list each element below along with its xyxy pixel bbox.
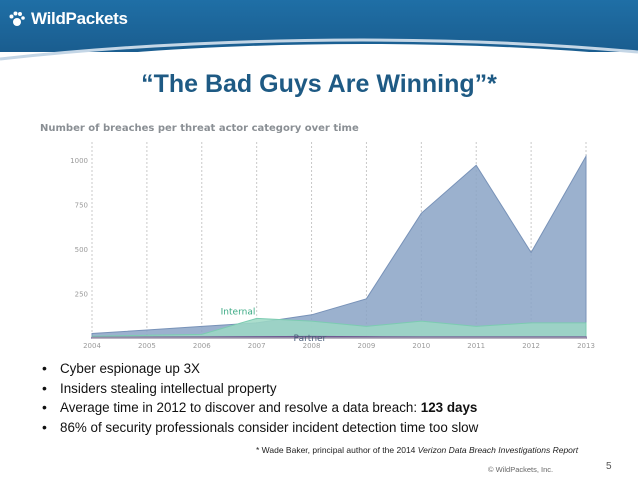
chart-title: Number of breaches per threat actor cate… [40, 123, 359, 134]
paw-logo-icon [9, 11, 25, 26]
bullet-item: Average time in 2012 to discover and res… [40, 398, 600, 418]
series-label-partner: Partner [294, 334, 327, 344]
y-tick-label: 250 [75, 290, 88, 298]
x-tick-label: 2005 [138, 342, 156, 350]
x-tick-label: 2007 [248, 342, 266, 350]
bullet-text: Average time in 2012 to discover and res… [60, 400, 421, 415]
x-tick-label: 2008 [303, 342, 321, 350]
footnote-source: Verizon Data Breach Investigations Repor… [417, 445, 579, 455]
bullet-text: Cyber espionage up 3X [60, 361, 200, 376]
y-tick-label: 750 [75, 201, 88, 209]
slide-title: “The Bad Guys Are Winning”* [141, 70, 497, 98]
logo: WildPackets [8, 8, 128, 30]
header-swoosh [0, 38, 638, 66]
area-chart: Number of breaches per threat actor cate… [40, 123, 595, 350]
x-tick-label: 2012 [522, 342, 540, 350]
x-tick-label: 2010 [412, 342, 430, 350]
series-label-internal: Internal [221, 307, 256, 317]
bullet-list: Cyber espionage up 3X Insiders stealing … [40, 359, 600, 437]
chart: Number of breaches per threat actor cate… [36, 118, 598, 350]
bullet-text: 86% of security professionals consider i… [60, 419, 479, 435]
x-tick-label: 2004 [83, 342, 101, 350]
logo-text: WildPackets [31, 9, 128, 28]
bullet-bold-text: 123 days [420, 400, 478, 415]
series-area-external [91, 154, 587, 339]
x-tick-label: 2013 [577, 342, 595, 350]
bullet-text: Insiders stealing intellectual property [60, 380, 277, 396]
series-label-external: External [494, 168, 531, 178]
bullet-item: Insiders stealing intellectual property [40, 379, 600, 399]
footnote: * Wade Baker, principal author of the 20… [256, 445, 578, 455]
bullet-item: 86% of security professionals consider i… [40, 418, 600, 438]
page-number: 5 [606, 461, 612, 472]
x-tick-label: 2009 [358, 342, 376, 350]
y-tick-label: 1000 [70, 157, 88, 165]
x-tick-label: 2011 [467, 342, 485, 350]
footnote-text: * Wade Baker, principal author of the 20… [256, 445, 418, 455]
series-area-internal [91, 317, 587, 339]
bullet-item: Cyber espionage up 3X [40, 359, 600, 379]
copyright: © WildPackets, Inc. [488, 465, 554, 474]
x-tick-label: 2006 [193, 342, 211, 350]
y-tick-label: 500 [75, 246, 88, 254]
